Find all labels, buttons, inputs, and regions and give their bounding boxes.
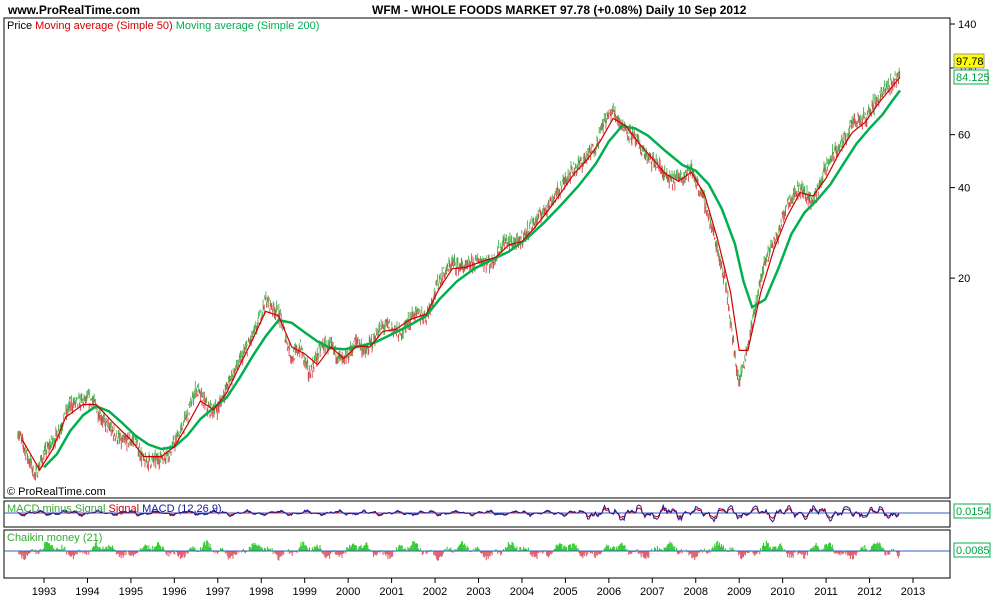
ma200-tag xyxy=(953,69,989,85)
legend-ma200: Moving average (Simple 200) xyxy=(175,20,320,32)
x-tick-label: 2011 xyxy=(814,586,838,598)
price-bars xyxy=(17,67,901,481)
chaikin-bars xyxy=(17,540,900,561)
x-tick-label: 1994 xyxy=(75,586,99,598)
x-tick-label: 1999 xyxy=(292,586,316,598)
chaikin-legend: Chaikin money (21) xyxy=(7,532,103,544)
ma200-line xyxy=(43,89,901,469)
x-tick-label: 2007 xyxy=(640,586,664,598)
legend-ma50: Moving average (Simple 50) xyxy=(35,20,173,32)
price-legend: Price Moving average (Simple 50) Moving … xyxy=(7,20,319,32)
site-name: www.ProRealTime.com xyxy=(8,3,141,17)
y-tick-label: 60 xyxy=(958,130,970,142)
y-tick-label: 40 xyxy=(958,183,970,195)
x-tick-label: 2005 xyxy=(553,586,577,598)
copyright: © ProRealTime.com xyxy=(7,486,106,498)
x-tick-label: 1998 xyxy=(249,586,273,598)
macd-legend: MACD minus Signal Signal MACD (12,26,9) xyxy=(7,503,222,515)
ma200-value-text: 84.125 xyxy=(956,72,990,84)
macd-line xyxy=(17,503,900,523)
x-tick-label: 2008 xyxy=(684,586,708,598)
legend-price: Price xyxy=(7,20,33,32)
x-tick-label: 1996 xyxy=(162,586,186,598)
macd-value-text: 0.0154 xyxy=(956,506,990,518)
x-tick-label: 2000 xyxy=(336,586,360,598)
y-tick-label: 140 xyxy=(958,19,976,31)
x-tick-label: 2006 xyxy=(597,586,621,598)
x-tick-label: 2012 xyxy=(857,586,881,598)
macd-tag xyxy=(953,503,991,519)
y-tick-label: 20 xyxy=(958,273,970,285)
x-tick-label: 2004 xyxy=(510,586,534,598)
legend-macd-minus-signal: MACD minus Signal xyxy=(7,503,106,515)
last-price-tag xyxy=(953,53,985,69)
x-tick-label: 2013 xyxy=(901,586,925,598)
chart-title: WFM - WHOLE FOODS MARKET 97.78 (+0.08%) … xyxy=(372,3,747,17)
chaikin-value-text: 0.0085 xyxy=(956,545,990,557)
legend-macd: MACD (12,26,9) xyxy=(142,503,222,515)
price-panel-frame xyxy=(3,17,951,499)
x-tick-label: 2003 xyxy=(466,586,490,598)
x-tick-label: 2002 xyxy=(423,586,447,598)
chaikin-tag xyxy=(953,542,991,558)
legend-signal: Signal xyxy=(108,503,140,515)
x-tick-label: 1993 xyxy=(32,586,56,598)
x-tick-label: 2009 xyxy=(727,586,751,598)
time-axis: 1993 1994 1995 1996 1997 1998 1999 2000 2001 2002… xyxy=(32,578,925,598)
x-tick-label: 2001 xyxy=(379,586,403,598)
x-tick-label: 2010 xyxy=(770,586,794,598)
ma50-line xyxy=(21,77,901,472)
x-tick-label: 1997 xyxy=(206,586,230,598)
macd-panel-frame xyxy=(3,500,951,528)
chaikin-panel-frame xyxy=(3,529,951,579)
x-tick-label: 1995 xyxy=(119,586,143,598)
last-price-text: 97.78 xyxy=(956,56,984,68)
